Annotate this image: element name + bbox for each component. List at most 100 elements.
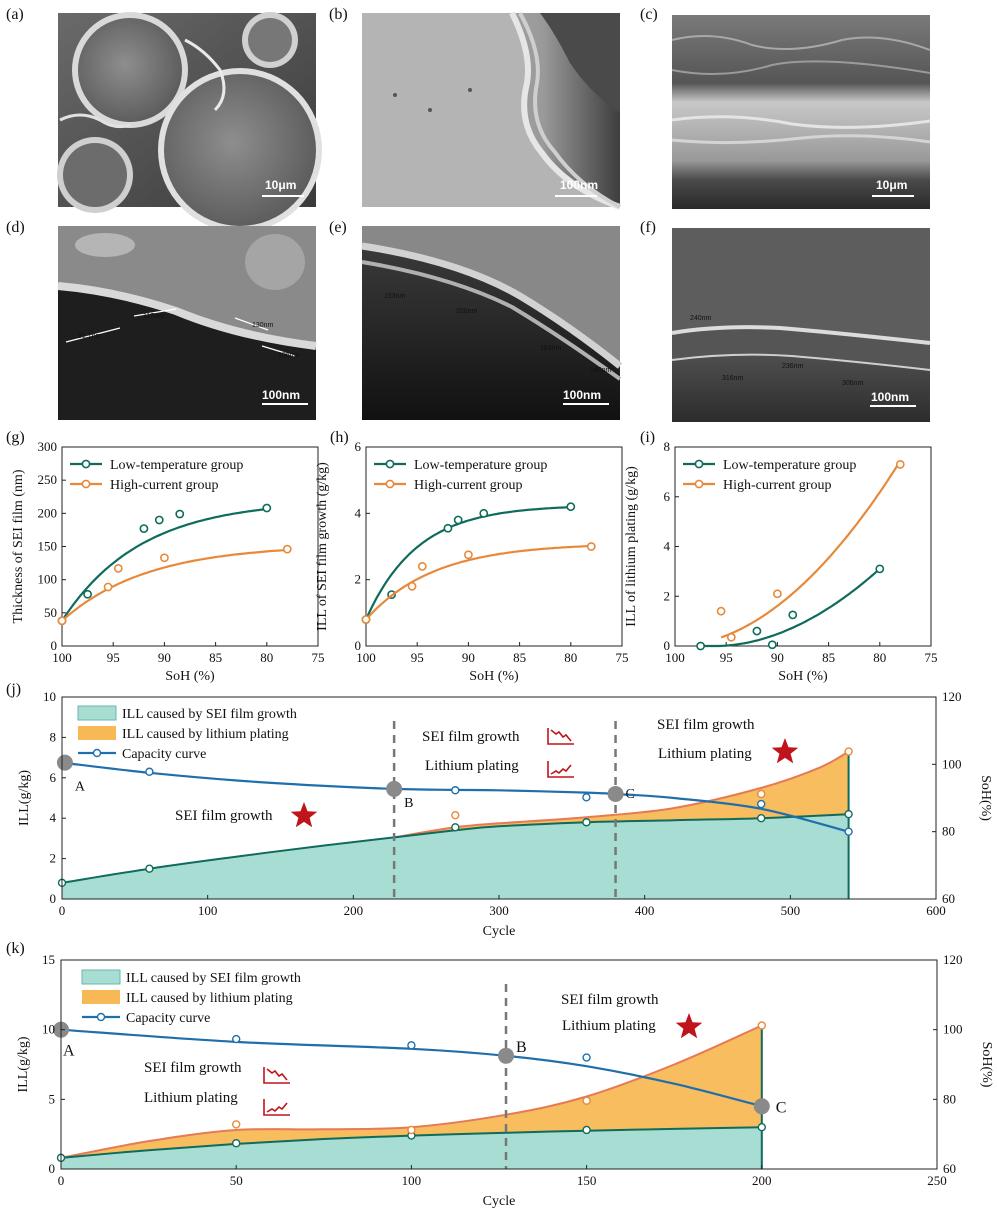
star-icon xyxy=(771,738,799,764)
x-tick-label: 85 xyxy=(822,650,835,665)
data-point-low-temperature xyxy=(788,610,798,620)
legend-swatch-plating xyxy=(82,990,120,1004)
plot-frame xyxy=(674,446,932,647)
legend-label-plating: ILL caused by lithium plating xyxy=(126,991,293,1006)
star-icon xyxy=(675,1013,703,1039)
panel-letter-g: (g) xyxy=(6,429,25,446)
sem-images: (a) 10μm (b) xyxy=(6,6,931,422)
nm-label-f-1: 240nm xyxy=(690,315,712,322)
legend-marker xyxy=(385,479,395,489)
phase-marker-label: B xyxy=(516,1039,527,1056)
y-tick-label: 10 xyxy=(42,1022,55,1037)
x-tick-label: 90 xyxy=(771,650,784,665)
y-tick-label: 2 xyxy=(664,588,671,603)
phase-marker-c xyxy=(753,1098,770,1115)
x-tick-label: 200 xyxy=(344,903,364,918)
legend-label: High-current group xyxy=(723,478,831,493)
plating-point xyxy=(844,747,853,756)
chart-k: (k) A B C 0 50 100 150 200 250 0 5 10 15 60 80 100 120 Cyc… xyxy=(6,940,994,1209)
x-tick-label: 85 xyxy=(513,650,526,665)
plating-point xyxy=(757,1021,766,1030)
star-icon xyxy=(290,802,318,828)
data-point-high-current xyxy=(726,632,736,642)
capacity-point xyxy=(757,799,766,809)
panel-letter-d: (d) xyxy=(6,219,25,236)
y-tick-label: 5 xyxy=(49,1091,56,1106)
plating-point xyxy=(451,810,460,820)
sei-point xyxy=(231,1139,241,1148)
panel-letter-c: (c) xyxy=(640,6,658,23)
y-tick-label: 10 xyxy=(43,689,56,704)
x-tick-label: 0 xyxy=(58,1173,65,1188)
chart-h: (h) 100 95 90 85 80 75 0 2 4 6 SoH (%) ILL of SEI fi… xyxy=(315,429,629,684)
scale-label-c: 10μm xyxy=(876,178,907,192)
y-axis-label: ILL of lithium plating (g/kg) xyxy=(624,466,639,627)
nm-label-d-1: 91.1nm xyxy=(78,333,102,340)
panel-letter-e: (e) xyxy=(329,219,347,236)
trend-down-icon xyxy=(266,1068,288,1081)
y-tick-label: 0 xyxy=(355,638,362,653)
legend-swatch-sei xyxy=(81,969,121,985)
plating-boundary-line xyxy=(393,750,850,839)
legend-marker-capacity xyxy=(92,748,102,758)
phase-marker-b xyxy=(498,1047,515,1064)
x-tick-label: 200 xyxy=(752,1173,772,1188)
plating-point xyxy=(582,1096,591,1105)
x-axis-label: SoH (%) xyxy=(778,669,828,684)
capacity-point xyxy=(844,827,853,836)
y2-tick-label: 120 xyxy=(942,689,962,704)
x-tick-label: 80 xyxy=(873,650,886,665)
x-tick-label: 0 xyxy=(59,903,66,918)
legend-label: High-current group xyxy=(110,478,218,493)
annotation-early_sei: SEI film growth xyxy=(144,1060,242,1076)
phase-marker-label: B xyxy=(404,796,413,811)
y-tick-label: 250 xyxy=(38,472,58,487)
data-point-high-current xyxy=(463,550,473,560)
legend-marker xyxy=(694,479,704,489)
y-tick-label: 0 xyxy=(50,891,57,906)
x-tick-label: 75 xyxy=(616,650,629,665)
legend-label: Low-temperature group xyxy=(110,458,243,473)
x-tick-label: 100 xyxy=(52,650,72,665)
trend-down-icon-axes xyxy=(547,728,574,745)
data-point-low-temperature xyxy=(479,508,489,518)
scale-label-e: 100nm xyxy=(563,388,601,402)
phase-marker-a xyxy=(56,754,73,771)
legend-label-plating: ILL caused by lithium plating xyxy=(122,727,289,742)
x-tick-label: 90 xyxy=(158,650,171,665)
data-point-high-current xyxy=(113,563,123,573)
y-tick-label: 0 xyxy=(49,1161,56,1176)
x-tick-label: 95 xyxy=(720,650,733,665)
nm-label-e-4: 140nm xyxy=(590,367,612,374)
capacity-point xyxy=(582,793,591,802)
x-tick-label: 95 xyxy=(107,650,120,665)
capacity-curve xyxy=(61,761,849,833)
x-tick-label: 100 xyxy=(356,650,376,665)
data-point-high-current xyxy=(895,460,905,469)
phase-marker-c xyxy=(607,785,624,802)
nm-label-d-2: 117nm xyxy=(143,313,164,320)
panel-letter-h: (h) xyxy=(330,429,349,446)
nm-label-d-3: 130nm xyxy=(252,322,274,329)
y2-axis-label: SoH(%) xyxy=(979,1042,994,1088)
plating-point xyxy=(231,1120,241,1129)
scale-label-b: 100nm xyxy=(560,178,598,192)
plot-frame xyxy=(365,446,623,647)
sei-point xyxy=(844,809,853,819)
nm-label-f-3: 236nm xyxy=(782,363,804,370)
legend-label-sei: ILL caused by SEI film growth xyxy=(126,971,301,986)
chart-j: (j) A B C 0 100 200 300 400 500 600 0 2 4 6 8 10 60 80 100 1… xyxy=(6,681,993,939)
y2-tick-label: 80 xyxy=(942,824,955,839)
phase-marker-b xyxy=(386,780,403,797)
panel-letter-a: (a) xyxy=(6,6,24,23)
x-tick-label: 100 xyxy=(198,903,218,918)
phase-marker-label: C xyxy=(626,787,635,802)
sei-area xyxy=(61,1127,762,1169)
data-point-high-current xyxy=(407,581,417,591)
y2-tick-label: 100 xyxy=(942,756,962,771)
nm-label-e-1: 153nm xyxy=(384,293,406,300)
y2-tick-label: 120 xyxy=(943,952,963,967)
x-tick-label: 95 xyxy=(411,650,424,665)
fit-line-low-temperature xyxy=(700,567,881,648)
